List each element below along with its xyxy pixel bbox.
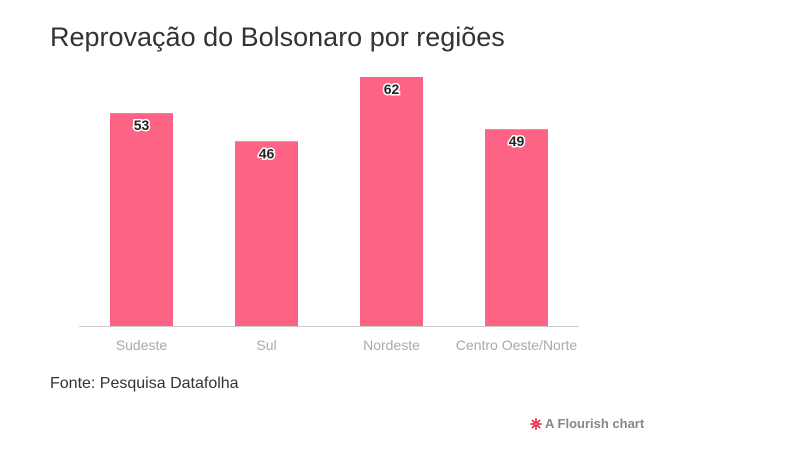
data-label: 49 [509,133,525,149]
source-note: Fonte: Pesquisa Datafolha [50,375,239,392]
x-tick-label: Centro Oeste/Norte [456,337,578,353]
x-tick-labels: Sudeste Sul Nordeste Centro Oeste/Norte [116,337,578,353]
flourish-logo-icon [530,417,542,430]
x-tick-label: Sul [256,337,276,353]
data-label: 62 [384,81,400,97]
bar-centro-oeste-norte [485,129,548,326]
credit-label: A Flourish chart [545,416,645,431]
chart-title: Reprovação do Bolsonaro por regiões [50,22,505,52]
data-labels: 53 46 62 49 [132,80,526,163]
x-tick-label: Sudeste [116,337,168,353]
data-label: 53 [134,117,150,133]
bar-sudeste [110,113,173,326]
x-tick-label: Nordeste [363,337,420,353]
flourish-credit-link[interactable]: A Flourish chart [530,416,644,431]
bars-group [110,77,548,326]
bar-sul [235,141,298,326]
data-label: 46 [259,145,275,161]
bar-nordeste [360,77,423,326]
